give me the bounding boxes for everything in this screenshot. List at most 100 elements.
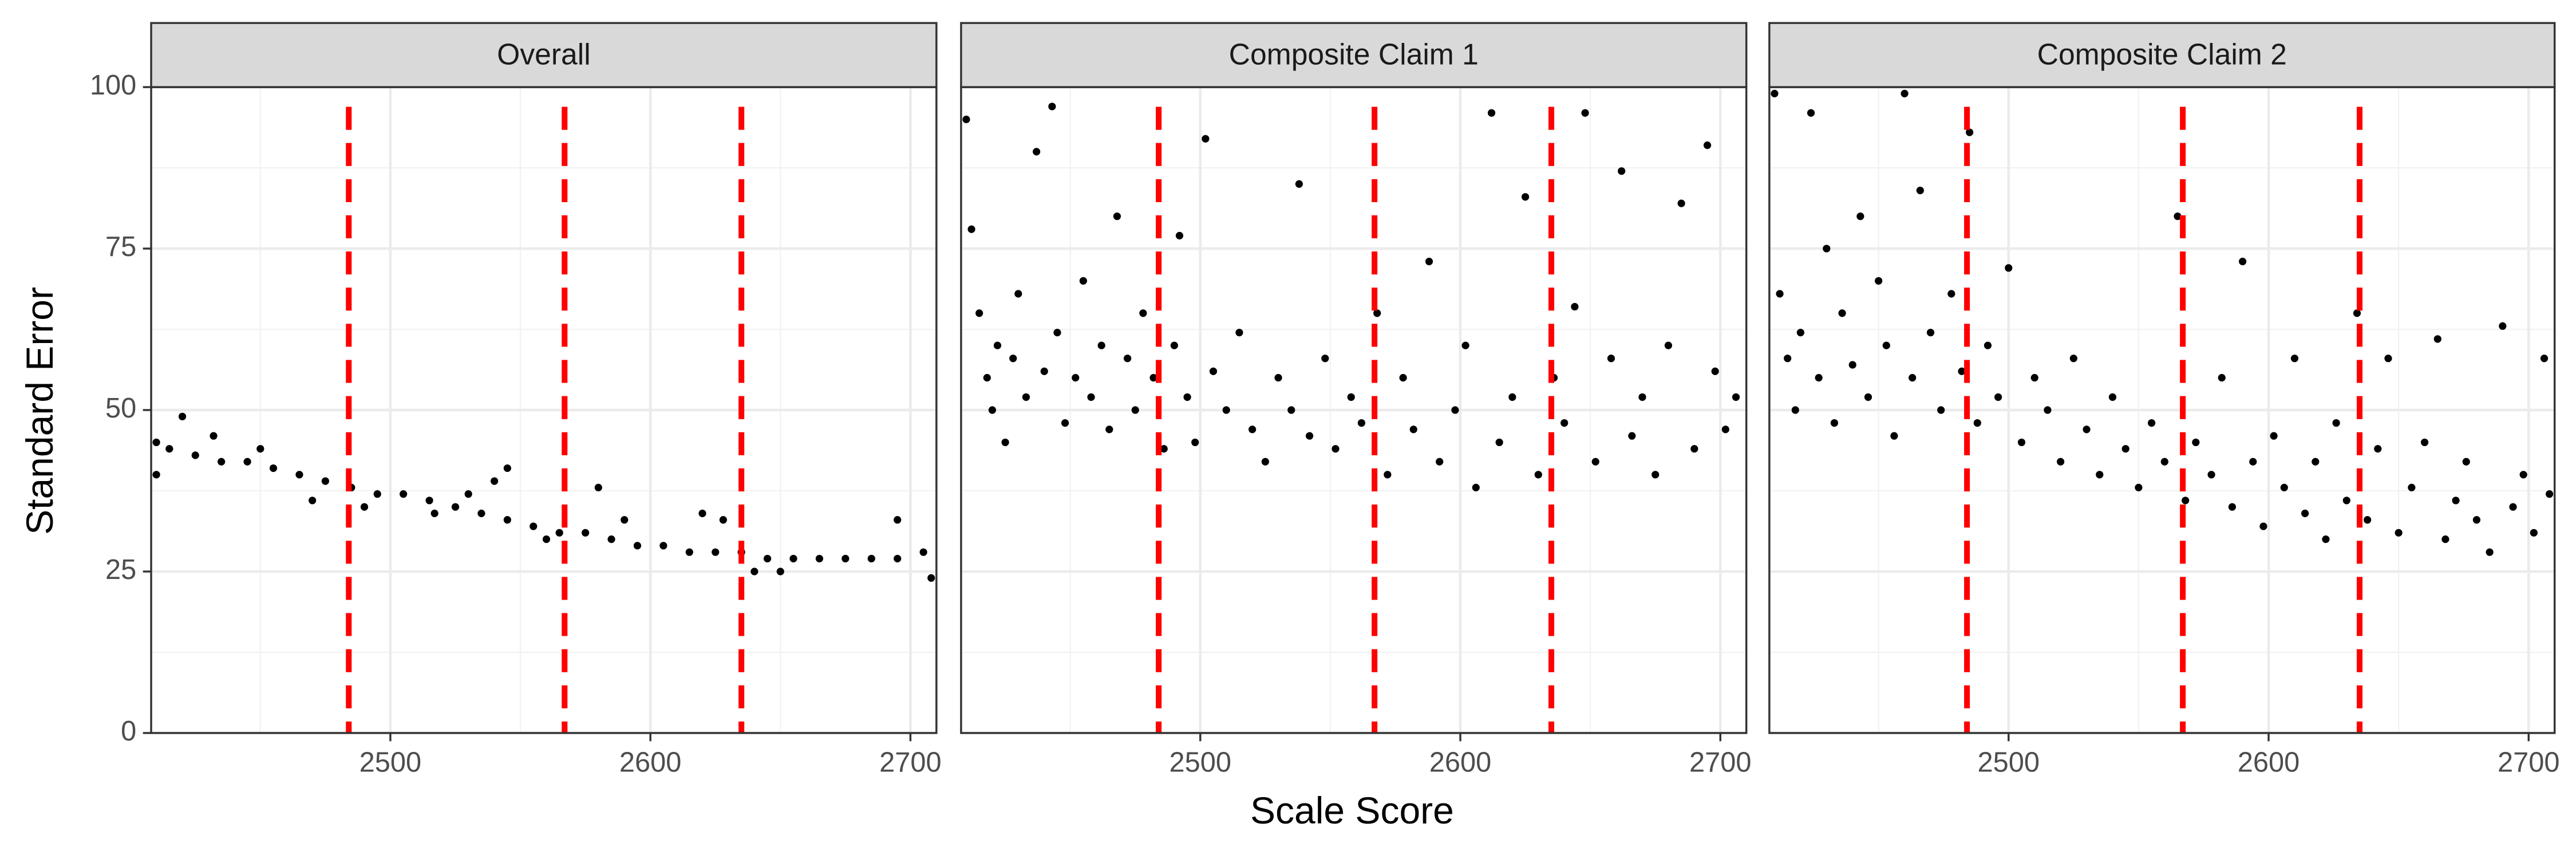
point (1399, 374, 1407, 382)
x-axis-title: Scale Score (1250, 789, 1454, 832)
point (1183, 393, 1191, 401)
y-tick-label: 50 (105, 393, 136, 424)
point (2540, 354, 2549, 362)
point (1838, 309, 1846, 317)
point (2096, 471, 2104, 479)
point (993, 341, 1002, 349)
point (2433, 335, 2441, 343)
point (1690, 445, 1698, 453)
point (1436, 458, 1444, 466)
point (1901, 89, 1909, 97)
y-tick-label: 25 (105, 554, 136, 585)
point (1994, 393, 2002, 401)
point (210, 432, 218, 440)
point (1321, 354, 1329, 362)
point (1373, 309, 1381, 317)
point (815, 554, 824, 563)
x-tick-label: 2700 (1689, 747, 1752, 778)
point (2545, 490, 2554, 498)
point (975, 309, 983, 317)
point (191, 451, 199, 459)
point (373, 490, 381, 498)
point (1409, 425, 1417, 434)
point (1072, 374, 1080, 382)
point (1848, 361, 1856, 369)
point (1048, 103, 1056, 111)
point (2441, 535, 2449, 543)
point (607, 535, 615, 543)
point (919, 548, 927, 556)
point (1984, 341, 1992, 349)
point (2057, 458, 2065, 466)
point (1014, 290, 1022, 298)
point (425, 497, 433, 505)
point (685, 548, 693, 556)
point (178, 412, 187, 420)
point (1022, 393, 1030, 401)
point (1384, 471, 1392, 479)
point (1796, 329, 1804, 337)
point (1170, 341, 1178, 349)
point (1823, 245, 1831, 253)
point (2044, 406, 2052, 414)
point (1124, 354, 1132, 362)
point (1973, 419, 1981, 427)
strip (1768, 22, 2556, 88)
x-tick-label: 2600 (2238, 747, 2300, 778)
point (2408, 483, 2416, 491)
point (1472, 483, 1480, 491)
point (2083, 425, 2091, 434)
point (1807, 109, 1815, 117)
point (542, 535, 551, 543)
point (2301, 509, 2309, 518)
point (719, 516, 727, 524)
point (1357, 419, 1366, 427)
point (269, 464, 278, 472)
point (1791, 406, 1799, 414)
point (218, 458, 226, 466)
point (2135, 483, 2143, 491)
point (2280, 483, 2288, 491)
point (1958, 367, 1966, 375)
point (2353, 309, 2361, 317)
point (2182, 497, 2190, 505)
point (321, 477, 329, 485)
point (2290, 354, 2299, 362)
point (1521, 193, 1530, 201)
x-tick-label: 2600 (1429, 747, 1492, 778)
point (983, 374, 991, 382)
point (503, 516, 511, 524)
point (2174, 212, 2182, 220)
point (1864, 393, 1872, 401)
point (659, 542, 667, 550)
point (1097, 341, 1105, 349)
point (2384, 354, 2392, 362)
point (360, 503, 369, 511)
point (1487, 109, 1496, 117)
point (2499, 322, 2507, 330)
point (2238, 258, 2247, 266)
point (2069, 354, 2077, 362)
point (1033, 148, 1041, 156)
point (789, 554, 797, 563)
point (1287, 406, 1295, 414)
point (1347, 393, 1355, 401)
point (2030, 374, 2038, 382)
point (1508, 393, 1516, 401)
point (1332, 445, 1340, 453)
point (1040, 367, 1048, 375)
point (1295, 180, 1303, 188)
point (1131, 406, 1139, 414)
point (1175, 231, 1184, 240)
point (1235, 329, 1243, 337)
point (1703, 141, 1712, 149)
point (962, 115, 970, 124)
point (2395, 529, 2403, 537)
strip-title: Overall (497, 38, 591, 71)
point (400, 490, 408, 498)
point (988, 406, 997, 414)
point (295, 471, 303, 479)
point (1534, 471, 1542, 479)
facet: Composite Claim 2 2500 2600 2700 (1768, 22, 2560, 778)
